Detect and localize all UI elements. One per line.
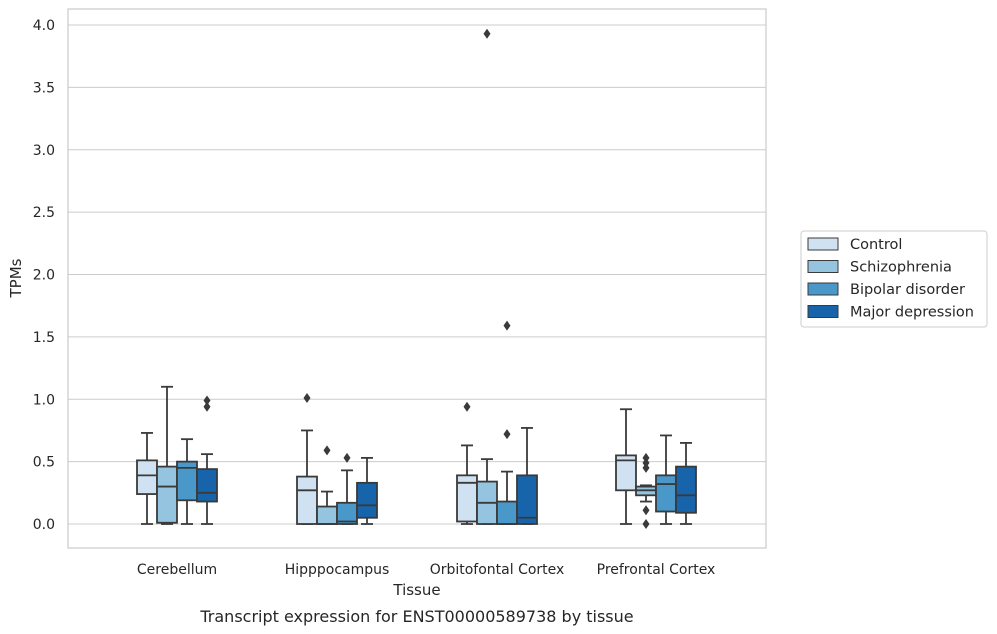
outlier-point — [343, 452, 351, 463]
legend-swatch — [807, 260, 839, 273]
legend-swatch — [807, 237, 839, 251]
box-plot-area — [136, 28, 697, 529]
box-1-3 — [356, 456, 378, 525]
chart-caption: Transcript expression for ENST0000058973… — [199, 607, 633, 626]
outlier-point — [483, 28, 491, 39]
x-axis-label: Tissue — [392, 581, 440, 599]
outlier-point — [642, 462, 650, 473]
box-3-1 — [635, 452, 657, 529]
box-body — [516, 474, 538, 525]
box-body — [296, 475, 318, 525]
box-body — [316, 505, 338, 525]
box-3-2 — [655, 434, 677, 525]
box-body — [356, 481, 378, 519]
y-tick-label: 0.5 — [33, 455, 55, 471]
box-body — [675, 465, 697, 514]
box-2-1 — [476, 28, 498, 525]
outlier-point — [463, 401, 471, 412]
box-0-3 — [196, 395, 218, 525]
box-1-0 — [296, 393, 318, 525]
x-tick-label: Hipppocampus — [285, 562, 390, 578]
box-3-3 — [675, 442, 697, 525]
outlier-point — [642, 519, 650, 529]
legend-label: Schizophrenia — [850, 260, 952, 276]
box-0-0 — [136, 432, 158, 525]
box-2-3 — [516, 427, 538, 525]
box-body — [496, 500, 518, 525]
y-tick-label: 2.0 — [33, 268, 55, 284]
y-axis-label: TPMs — [7, 258, 25, 298]
outlier-point — [503, 320, 511, 331]
legend-label: Major depression — [850, 305, 974, 321]
y-tick-label: 3.0 — [33, 143, 55, 159]
y-tick-label: 0.0 — [33, 517, 55, 533]
box-2-2 — [496, 320, 518, 525]
outlier-point — [642, 505, 650, 516]
y-axis-ticks: 0.0 0.5 1.0 1.5 2.0 2.5 3.0 3.5 4.0 — [33, 18, 55, 533]
box-0-1 — [156, 385, 178, 525]
x-tick-label: Prefrontal Cortex — [597, 562, 716, 578]
box-1-2 — [336, 452, 358, 525]
box-body — [136, 459, 158, 495]
box-body — [196, 468, 218, 503]
box-3-0 — [615, 408, 637, 525]
outlier-point — [303, 393, 311, 404]
y-tick-label: 1.5 — [33, 330, 55, 346]
legend-swatch — [807, 305, 839, 318]
box-2-0 — [456, 401, 478, 525]
outlier-point — [323, 445, 331, 456]
legend-label: Bipolar disorder — [850, 282, 965, 298]
x-tick-label: Orbitofontal Cortex — [430, 562, 565, 578]
outlier-point — [203, 395, 211, 406]
x-tick-label: Cerebellum — [137, 562, 217, 578]
outlier-point — [503, 429, 511, 440]
legend: Control Schizophrenia Bipolar disorder Majo… — [800, 230, 988, 328]
box-body — [156, 465, 178, 524]
y-tick-label: 4.0 — [33, 18, 55, 34]
plot-frame — [67, 8, 767, 549]
box-1-1 — [316, 445, 338, 525]
x-axis-ticks: Cerebellum Hipppocampus Orbitofontal Corte… — [137, 562, 715, 578]
legend-label: Control — [850, 237, 902, 253]
legend-swatch — [807, 282, 839, 296]
box-body — [615, 454, 637, 492]
box-0-2 — [176, 438, 198, 525]
legend-frame — [800, 230, 988, 328]
grid-lines — [68, 24, 766, 525]
y-tick-label: 1.0 — [33, 392, 55, 408]
box-body — [655, 474, 677, 513]
y-tick-label: 2.5 — [33, 205, 55, 221]
outlier-point — [203, 401, 211, 412]
y-tick-label: 3.5 — [33, 80, 55, 96]
